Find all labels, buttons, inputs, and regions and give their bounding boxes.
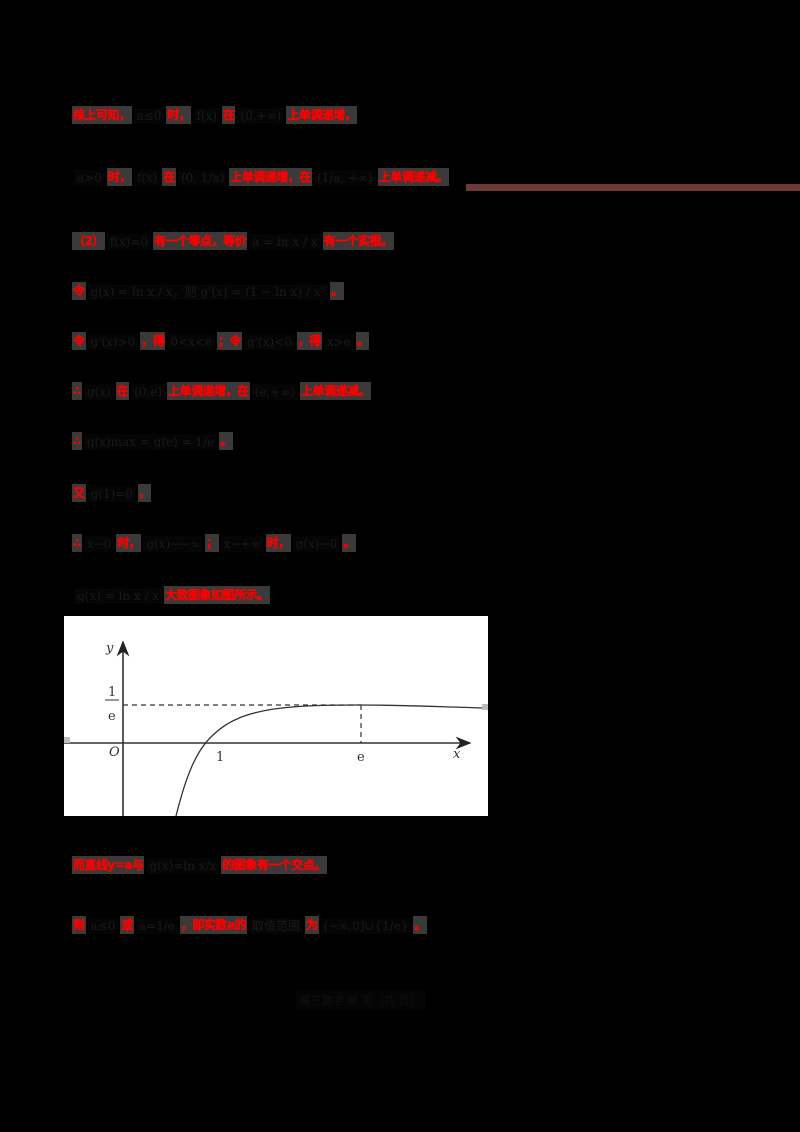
text-fragment: 在: [221, 106, 236, 124]
text-fragment: 。: [342, 534, 356, 552]
math-fragment: f(x): [133, 170, 161, 186]
gray-marker-left: [64, 737, 70, 743]
math-fragment: g'(x)>0: [87, 334, 139, 350]
math-fragment: (0,e): [131, 384, 166, 400]
math-fragment: a>0: [74, 170, 105, 186]
text-fragment: 大致图象如图所示。: [164, 586, 270, 604]
doc-line-4: 令 g(x) = ln x / x，则 g'(x) = (1 − ln x) /…: [72, 278, 344, 300]
math-fragment: g(x)→−∞: [143, 536, 204, 552]
doc-line-3: （2） f(x)=0 有一个零点，等价 a = ln x / x 有一个实根。: [72, 228, 394, 250]
math-fragment: a≤0: [87, 918, 119, 934]
doc-line-8: 又 g(1)=0 ，: [72, 480, 152, 502]
text-fragment: 时，: [106, 168, 132, 186]
graph-svg: y x O 1 e 1 e: [64, 640, 488, 816]
math-fragment: a=1/e: [135, 918, 178, 934]
math-fragment: x→0: [83, 536, 115, 552]
curve-ln-x-over-x: [175, 704, 488, 816]
text-fragment: 综上可知，: [72, 106, 132, 124]
text-fragment: 有一个零点，等价: [153, 232, 248, 250]
text-fragment: ，即实数a的: [179, 916, 247, 934]
doc-line-1: 综上可知， a≤0 时， f(x) 在 (0,+∞) 上单调递增，: [72, 102, 358, 124]
math-fragment: g(x) = ln x / x，则 g'(x) = (1 − ln x) / x…: [87, 284, 329, 300]
doc-line-10: g(x) = ln x / x 大致图象如图所示。: [72, 582, 270, 604]
page-footer: 高三数学 第 页（共 页）: [296, 990, 425, 1010]
math-fragment: f(x)=0: [106, 234, 152, 250]
text-fragment: （2）: [72, 232, 105, 250]
text-fragment: 在: [115, 382, 130, 400]
doc-line-6: ∴ g(x) 在 (0,e) 上单调递增，在 (e,+∞) 上单调递减。: [72, 378, 371, 400]
math-fragment: g(x)→0: [292, 536, 341, 552]
text-fragment: ；: [205, 534, 219, 552]
text-fragment: 时，: [265, 534, 291, 552]
math-fragment: (e,+∞): [251, 384, 298, 400]
math-fragment: g(x): [83, 384, 114, 400]
text-fragment: 而直线y=a与: [72, 856, 145, 874]
y-tick-denominator: e: [108, 709, 116, 724]
text-fragment: 令: [72, 332, 86, 350]
text-fragment: 上单调递减。: [377, 168, 449, 186]
text-fragment: ∴: [72, 382, 82, 400]
math-fragment: g(1)=0: [87, 486, 136, 502]
math-fragment: g(x) = ln x / x: [74, 588, 163, 604]
text-fragment: 的图象有一个交点。: [221, 856, 327, 874]
math-fragment: g'(x)<0: [243, 334, 295, 350]
math-fragment: g(x)max = g(e) = 1/e: [83, 434, 218, 450]
text-fragment: 上单调递增，在: [229, 168, 312, 186]
tick-label-1: 1: [216, 750, 224, 765]
text-fragment: 则: [72, 916, 86, 934]
math-fragment: (1/a, +∞): [313, 170, 376, 186]
text-fragment: 。: [330, 282, 344, 300]
text-fragment: 。: [219, 432, 233, 450]
tick-label-e: e: [357, 750, 365, 765]
doc-line-9: ∴ x→0 时， g(x)→−∞ ； x→+∞ 时， g(x)→0 。: [72, 530, 356, 552]
text-fragment: ，得: [140, 332, 166, 350]
math-fragment: a≤0: [133, 108, 165, 124]
math-fragment: f(x): [193, 108, 220, 124]
math-fragment: a = ln x / x: [249, 234, 321, 250]
doc-line-2: a>0 时， f(x) 在 (0, 1/a) 上单调递增，在 (1/a, +∞)…: [72, 164, 449, 186]
math-fragment: x>e: [323, 334, 354, 350]
text-fragment: 上单调递增，: [286, 106, 358, 124]
math-fragment: 0<x<e: [167, 334, 215, 350]
text-fragment: 。: [355, 332, 370, 350]
text-fragment: 令: [72, 282, 86, 300]
text-fragment: 。: [413, 916, 427, 934]
doc-line-12: 则 a≤0 或 a=1/e ，即实数a的 取值范围 为 (−∞,0]∪{1/e}…: [72, 912, 427, 934]
math-fragment: (−∞,0]∪{1/e}: [320, 918, 412, 934]
text-fragment: 有一个实根。: [322, 232, 394, 250]
text-fragment: ∴: [72, 534, 82, 552]
gray-marker-right: [482, 704, 488, 710]
math-fragment: (0, 1/a): [177, 170, 228, 186]
doc-line-7: ∴ g(x)max = g(e) = 1/e 。: [72, 428, 233, 450]
x-axis-label: x: [453, 747, 461, 762]
text-fragment: 在: [162, 168, 176, 186]
text-fragment: ，得: [296, 332, 322, 350]
math-fragment: 取值范围: [248, 918, 303, 934]
text-fragment: 时，: [166, 106, 192, 124]
y-axis-label: y: [105, 641, 114, 656]
doc-line-5: 令 g'(x)>0 ，得 0<x<e ；令 g'(x)<0 ，得 x>e 。: [72, 328, 370, 350]
divider-bar: [466, 184, 800, 191]
text-fragment: 上单调递增，在: [167, 382, 250, 400]
math-fragment: x→+∞: [220, 536, 264, 552]
text-fragment: 又: [72, 484, 86, 502]
text-fragment: 时，: [116, 534, 142, 552]
doc-line-11: 而直线y=a与 g(x)=ln x/x 的图象有一个交点。: [72, 852, 327, 874]
text-fragment: ∴: [72, 432, 82, 450]
function-graph-figure: y x O 1 e 1 e: [64, 616, 488, 816]
origin-label: O: [109, 745, 120, 760]
text-fragment: 为: [305, 916, 319, 934]
text-fragment: 或: [120, 916, 134, 934]
math-fragment: g(x)=ln x/x: [146, 858, 220, 874]
text-fragment: ；令: [216, 332, 242, 350]
math-fragment: (0,+∞): [237, 108, 285, 124]
text-fragment: ，: [137, 484, 152, 502]
text-fragment: 上单调递减。: [299, 382, 371, 400]
y-tick-numerator: 1: [108, 685, 116, 700]
